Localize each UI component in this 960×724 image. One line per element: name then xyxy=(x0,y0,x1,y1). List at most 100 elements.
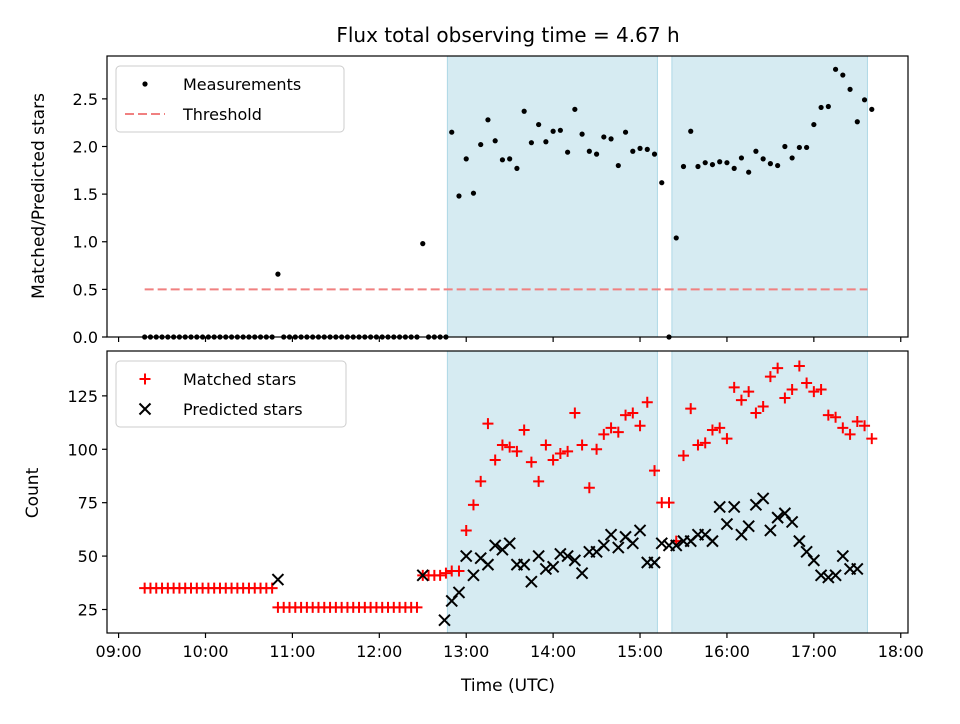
top-legend-box xyxy=(115,65,345,133)
bottom-y-tick-label: 125 xyxy=(67,387,98,406)
measurement-point xyxy=(528,140,534,146)
top-y-tick-label: 0.0 xyxy=(73,328,98,347)
matched-star-marker xyxy=(411,601,423,613)
measurement-point xyxy=(717,159,723,165)
measurement-point xyxy=(818,104,824,111)
bottom-legend-label: Matched stars xyxy=(183,370,296,389)
top-legend-label: Threshold xyxy=(182,105,262,124)
measurement-point xyxy=(709,161,716,168)
matched-star-marker xyxy=(504,441,516,453)
measurement-point xyxy=(760,156,766,162)
matched-star-marker xyxy=(750,407,762,419)
predicted-star-marker xyxy=(764,524,777,537)
matched-star-marker xyxy=(677,450,689,462)
measurement-point xyxy=(832,66,839,72)
measurement-point xyxy=(630,148,636,154)
bottom-legend: Matched stars Predicted stars xyxy=(115,360,347,428)
measurement-point xyxy=(622,129,629,135)
measurement-point xyxy=(601,134,607,140)
predicted-star-marker xyxy=(597,539,611,552)
matched-star-marker xyxy=(786,383,798,395)
x-tick-label: 12:00 xyxy=(356,642,402,661)
matched-star-marker xyxy=(434,569,446,581)
bottom-panel: 25 50 75 100 125 09:00 10:00 11:00 12:00 13:00 14:… xyxy=(67,350,924,661)
matched-star-marker xyxy=(779,392,791,404)
matched-star-marker xyxy=(525,456,537,468)
measurement-point xyxy=(789,155,795,161)
top-axes-frame xyxy=(106,55,909,338)
top-y-tick-label: 0.5 xyxy=(73,280,98,299)
predicted-star-marker xyxy=(460,549,473,563)
measurement-point xyxy=(420,241,426,247)
bottom-shaded-interval xyxy=(671,350,868,634)
matched-star-marker xyxy=(518,424,530,436)
bottom-y-tick-label: 25 xyxy=(78,601,98,620)
matched-star-marker xyxy=(641,396,653,408)
measurement-point xyxy=(695,163,701,170)
matched-star-marker xyxy=(685,403,697,415)
matched-star-marker xyxy=(569,407,581,419)
matched-star-marker xyxy=(815,383,827,395)
top-panel: 0.0 0.5 1.0 1.5 2.0 2.5 Measurements Threshold xyxy=(73,55,909,347)
top-legend-label: Measurements xyxy=(183,75,301,94)
matched-star-marker xyxy=(598,428,610,440)
top-y-tick-label: 2.5 xyxy=(73,90,98,109)
top-y-axis-label: Matched/Predicted stars xyxy=(29,93,49,299)
measurement-point xyxy=(456,193,462,199)
top-legend: Measurements Threshold xyxy=(115,65,345,133)
measurement-point xyxy=(608,136,614,142)
matched-star-marker xyxy=(453,565,465,577)
top-y-tick-label: 1.5 xyxy=(73,185,98,204)
predicted-star-marker xyxy=(271,573,285,586)
bottom-y-tick-label: 100 xyxy=(67,440,98,459)
matched-star-marker xyxy=(822,409,834,421)
legend-matched-marker xyxy=(139,373,151,385)
matched-star-marker xyxy=(612,426,624,438)
predicted-star-marker xyxy=(851,562,864,576)
matched-star-marker xyxy=(634,420,646,432)
matched-star-marker xyxy=(699,437,711,449)
predicted-star-marker xyxy=(626,537,639,550)
matched-star-marker xyxy=(808,386,820,398)
measurement-point xyxy=(724,160,730,166)
predicted-star-marker xyxy=(648,556,661,569)
measurement-point xyxy=(275,271,281,277)
x-tick-label: 17:00 xyxy=(791,642,837,661)
matched-star-marker xyxy=(772,362,784,374)
measurement-point xyxy=(565,149,571,155)
legend-measurements-marker xyxy=(142,81,148,87)
measurement-point xyxy=(572,106,578,112)
predicted-star-marker xyxy=(546,560,560,573)
matched-star-marker xyxy=(562,445,574,457)
measurement-point xyxy=(492,138,498,144)
matched-star-marker xyxy=(489,454,501,466)
bottom-y-tick-label: 50 xyxy=(78,547,98,566)
matched-star-marker xyxy=(714,422,726,434)
predicted-star-marker xyxy=(554,547,567,561)
bottom-y-tick-label: 75 xyxy=(78,494,98,513)
predicted-star-marker xyxy=(742,519,755,533)
measurement-point xyxy=(731,165,737,171)
measurement-point xyxy=(702,160,708,166)
matched-star-marker xyxy=(866,433,878,445)
predicted-star-marker xyxy=(575,566,589,580)
predicted-star-marker xyxy=(481,558,495,571)
matched-star-marker xyxy=(706,424,718,436)
measurement-point xyxy=(796,144,802,151)
measurement-point xyxy=(825,103,831,110)
x-tick-label: 15:00 xyxy=(617,642,663,661)
measurement-point xyxy=(521,108,527,114)
matched-star-marker xyxy=(627,407,639,419)
predicted-star-marker xyxy=(829,569,842,582)
matched-star-marker xyxy=(735,394,747,406)
predicted-star-marker xyxy=(771,511,784,524)
measurement-point xyxy=(514,165,520,171)
predicted-star-marker xyxy=(517,558,531,571)
predicted-star-marker xyxy=(416,569,429,582)
matched-star-marker xyxy=(692,439,704,451)
measurement-point xyxy=(847,86,853,92)
measurement-point xyxy=(811,121,817,128)
predicted-star-marker xyxy=(525,575,538,588)
chart-title: Flux total observing time = 4.67 h xyxy=(336,23,679,47)
